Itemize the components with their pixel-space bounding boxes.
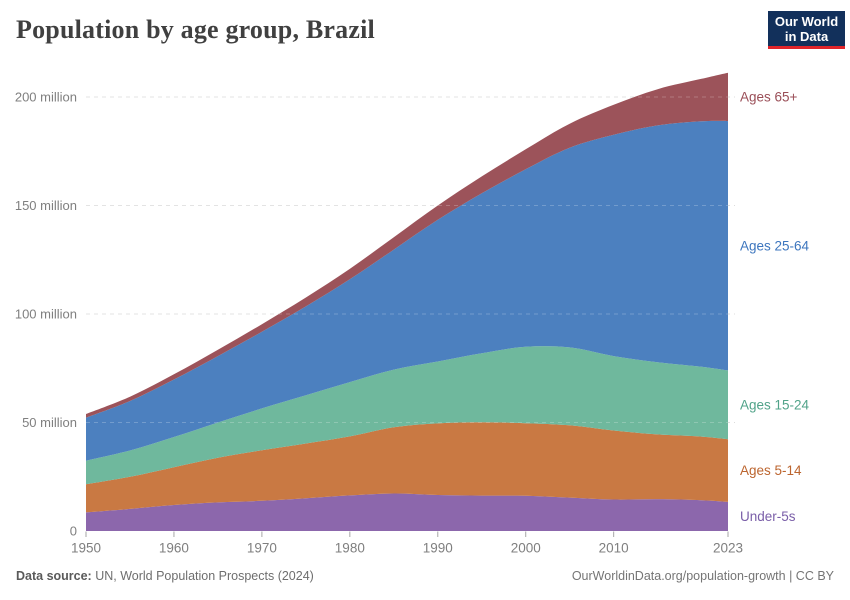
x-tick-label-1970: 1970 (247, 541, 277, 556)
x-tick-label-1990: 1990 (423, 541, 453, 556)
chart-footer: Data source: UN, World Population Prospe… (16, 569, 834, 583)
owid-logo-text-line2: in Data (784, 28, 829, 44)
data-source-text: UN, World Population Prospects (2024) (91, 569, 314, 583)
x-tick-label-2023: 2023 (713, 541, 743, 556)
x-tick-label-2000: 2000 (511, 541, 541, 556)
legend-label-ages-15-24[interactable]: Ages 15-24 (740, 397, 810, 412)
y-tick-label-150m: 150 million (15, 198, 77, 213)
area-series-under-5s[interactable] (86, 493, 728, 531)
x-tick-label-1980: 1980 (335, 541, 365, 556)
x-tick-label-1960: 1960 (159, 541, 189, 556)
area-series-ages-5-14[interactable] (86, 422, 728, 513)
data-source-label: Data source: (16, 569, 92, 583)
legend-label-ages-25-64[interactable]: Ages 25-64 (740, 238, 810, 253)
area-series-ages-15-24[interactable] (86, 346, 728, 485)
y-tick-label-100m: 100 million (15, 307, 77, 322)
x-tick-label-1950: 1950 (71, 541, 101, 556)
page-title: Population by age group, Brazil (16, 15, 375, 44)
x-tick-label-2010: 2010 (599, 541, 629, 556)
data-source-note: Data source: UN, World Population Prospe… (16, 569, 314, 583)
legend-label-under-5s[interactable]: Under-5s (740, 509, 796, 524)
y-tick-label-200m: 200 million (15, 90, 77, 105)
owid-logo[interactable]: Our World in Data (768, 11, 845, 49)
legend-label-ages-5-14[interactable]: Ages 5-14 (740, 463, 802, 478)
y-tick-label-0m: 0 (70, 524, 77, 539)
legend-label-ages-65[interactable]: Ages 65+ (740, 89, 798, 104)
area-series-ages-65[interactable] (86, 72, 728, 418)
owid-logo-text-line1: Our World (774, 13, 839, 29)
area-series-ages-25-64[interactable] (86, 120, 728, 461)
license-credit: OurWorldinData.org/population-growth | C… (571, 569, 834, 583)
y-tick-label-50m: 50 million (22, 415, 77, 430)
